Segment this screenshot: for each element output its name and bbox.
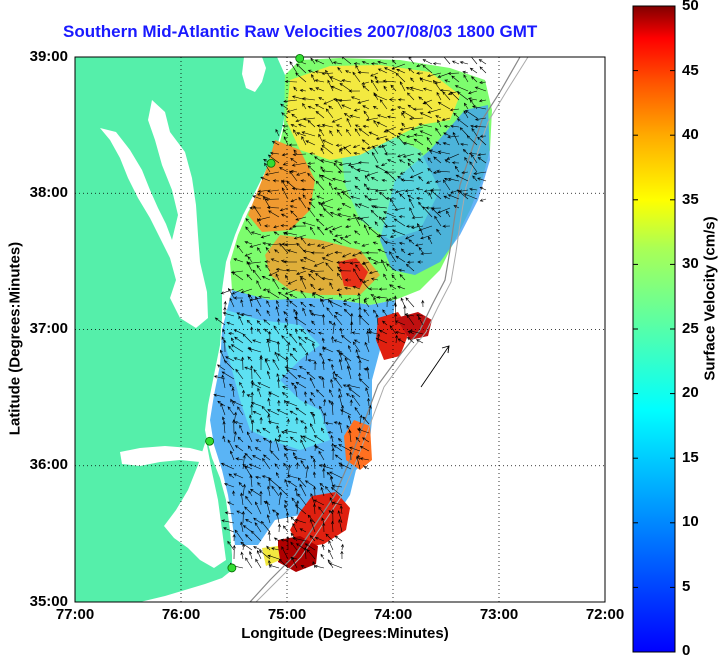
delaware-bay xyxy=(242,57,266,92)
colorbar-tick-label: 15 xyxy=(682,449,699,466)
lat-tick: 38:00 xyxy=(29,184,68,201)
lat-tick: 36:00 xyxy=(29,456,68,473)
velocity-field-yellow xyxy=(286,65,460,160)
velocity-field-red-patch-2 xyxy=(396,312,432,340)
radar-station-marker xyxy=(295,53,305,63)
lat-tick: 39:00 xyxy=(29,48,68,65)
velocity-field-cyan-patch xyxy=(224,310,330,450)
lon-tick: 72:00 xyxy=(585,606,625,623)
colorbar-ticks xyxy=(633,5,675,653)
isobath-line-2 xyxy=(255,57,529,602)
colorbar-tick-label: 40 xyxy=(682,126,699,143)
pamlico-sound xyxy=(164,440,226,568)
colorbar-tick-label: 20 xyxy=(682,384,699,401)
plot-frame xyxy=(74,56,606,603)
lon-tick: 75:00 xyxy=(267,606,307,623)
colorbar-tick-label: 10 xyxy=(682,513,699,530)
lat-tick: 35:00 xyxy=(29,593,68,610)
radar-stations xyxy=(205,53,305,573)
colorbar-tick-label: 30 xyxy=(682,255,699,272)
lon-tick: 74:00 xyxy=(373,606,413,623)
page-title: Southern Mid-Atlantic Raw Velocities 200… xyxy=(63,22,538,41)
colorbar-tick-label: 45 xyxy=(682,62,699,79)
velocity-field-cyan-band xyxy=(340,130,440,240)
radar-station-marker xyxy=(205,436,215,446)
lon-tick: 73:00 xyxy=(479,606,519,623)
colorbar-tick-label: 35 xyxy=(682,191,699,208)
colorbar-tick-label: 0 xyxy=(682,642,691,659)
radar-station-marker xyxy=(266,158,276,168)
colorbar-tick-label: 5 xyxy=(682,578,691,595)
isobath-line xyxy=(249,57,521,602)
reference-arrow xyxy=(420,345,450,388)
lon-tick: 76:00 xyxy=(161,606,201,623)
radar-station-marker xyxy=(227,563,237,573)
x-axis-label: Longitude (Degrees:Minutes) xyxy=(241,625,449,642)
colorbar-label: Surface Velocity (cm/s) xyxy=(701,216,719,381)
y-axis-label: Latitude (Degrees:Minutes) xyxy=(6,241,24,436)
map-grid xyxy=(75,57,605,602)
colorbar-tick-label: 25 xyxy=(682,320,699,337)
albemarle-sound xyxy=(120,446,205,466)
lon-tick: 77:00 xyxy=(55,606,95,623)
lat-tick: 37:00 xyxy=(29,320,68,337)
colorbar xyxy=(632,5,676,653)
velocity-field-orange-north xyxy=(248,140,315,232)
colorbar-tick-label: 50 xyxy=(682,0,699,14)
velocity-vectors xyxy=(213,57,487,569)
